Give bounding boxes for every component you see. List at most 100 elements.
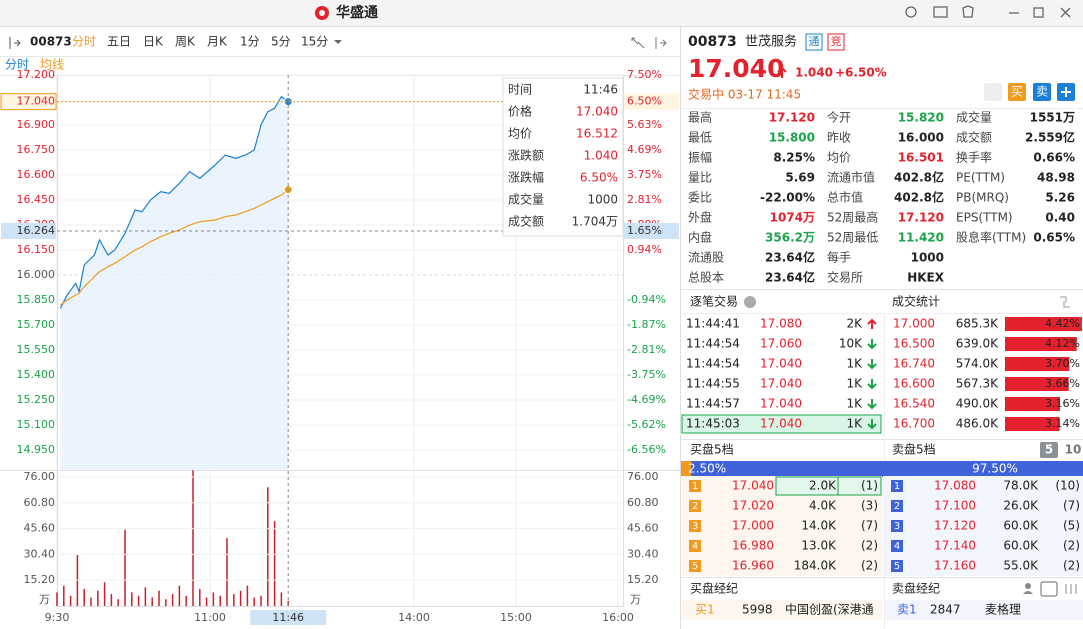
book-index-box <box>689 500 701 512</box>
stat-label: 成交量 <box>956 110 992 125</box>
y-tick-label: 16.450 <box>17 193 56 206</box>
book-volume: 60.0K <box>1003 519 1039 533</box>
legend-tab[interactable]: 均线 <box>40 58 64 72</box>
y2-tick-label: -3.75% <box>627 368 666 381</box>
vstat-price: 16.700 <box>893 417 935 431</box>
sell-button-label[interactable]: 卖 <box>1036 85 1048 99</box>
quote-change: 1.040 <box>795 66 833 80</box>
book-index: 3 <box>692 521 698 532</box>
volume-bar <box>205 597 208 606</box>
volume-tick-label: 60.80 <box>627 496 659 509</box>
period-tab[interactable]: 月K <box>207 35 228 49</box>
broker-name: 中国创盈(深港通 <box>785 602 874 617</box>
trade-volume: 2K <box>846 317 863 331</box>
help-icon[interactable] <box>744 296 756 308</box>
tooltip-value: 1.040 <box>584 149 618 163</box>
depth-level-label[interactable]: 5 <box>1045 443 1053 457</box>
volume-tick-label: 30.40 <box>627 547 659 560</box>
maximize-button[interactable] <box>1033 7 1044 18</box>
book-count: (10) <box>1055 479 1080 493</box>
tooltip-label: 涨跌额 <box>508 148 544 163</box>
user-icon[interactable] <box>1025 583 1031 589</box>
period-tab[interactable]: 周K <box>175 35 196 49</box>
y2-tick-label: -0.94% <box>627 293 666 306</box>
volume-bar <box>110 594 113 606</box>
y2-tick-label: 7.50% <box>627 68 662 81</box>
grid-icon[interactable] <box>1065 584 1077 594</box>
section-title: 逐笔交易 <box>690 294 738 309</box>
stat-value: 5.26 <box>1045 191 1075 205</box>
buy-button-label[interactable]: 买 <box>1011 85 1023 99</box>
quote-tag: 通 <box>809 35 820 48</box>
period-tab[interactable]: 五日 <box>107 35 131 49</box>
trade-price: 17.040 <box>760 417 802 431</box>
crosshair-time-label: 11:46 <box>272 611 304 624</box>
list-icon[interactable] <box>1040 581 1058 597</box>
book-count: (7) <box>1063 499 1080 513</box>
y2-tick-label: -1.87% <box>627 318 666 331</box>
x-tick-label: 11:00 <box>194 611 226 624</box>
stock-code: 00873 <box>30 35 72 49</box>
headset-icon[interactable] <box>905 6 917 18</box>
stat-value: 402.8亿 <box>894 190 944 205</box>
trade-volume: 1K <box>846 417 863 431</box>
shirt-icon[interactable] <box>962 5 974 18</box>
stat-label: 量比 <box>688 171 712 185</box>
stat-value: 23.64亿 <box>765 250 815 265</box>
volume-bar <box>124 529 126 606</box>
y2-tick-label: 2.81% <box>627 193 662 206</box>
crosshair-price-badge <box>1 223 56 239</box>
period-tab[interactable]: 1分 <box>240 35 260 49</box>
add-icon[interactable] <box>1061 87 1071 97</box>
book-row-bg <box>883 476 1083 496</box>
stat-value: 356.2万 <box>765 231 815 245</box>
volume-bar <box>56 592 58 606</box>
book-index: 3 <box>894 521 900 532</box>
dropdown-icon[interactable] <box>334 40 342 44</box>
period-tab[interactable]: 5分 <box>271 35 291 49</box>
depth-level-label[interactable]: 10 <box>1065 443 1082 457</box>
period-tab[interactable]: 日K <box>143 35 164 49</box>
book-count: (7) <box>861 519 878 533</box>
stat-value: 16.000 <box>898 131 944 145</box>
volume-bar <box>90 597 92 606</box>
legend-tab[interactable]: 分时 <box>5 58 29 72</box>
stat-label: 52周最低 <box>827 231 878 245</box>
mail-icon[interactable] <box>933 6 948 18</box>
sell-button <box>1033 83 1051 101</box>
close-button[interactable] <box>1060 7 1071 18</box>
book-index: 1 <box>894 481 900 492</box>
y2-tick-label: -5.62% <box>627 418 666 431</box>
trade-time: 11:44:54 <box>686 337 740 351</box>
volume-bar <box>97 590 99 606</box>
book-volume: 4.0K <box>809 499 837 513</box>
book-count: (2) <box>1063 559 1080 573</box>
expand-icon[interactable] <box>1060 296 1070 308</box>
expand-icon[interactable] <box>631 37 645 49</box>
volume-tick-label: 76.00 <box>24 470 56 483</box>
period-tab[interactable]: 分时 <box>72 35 96 49</box>
dock-icon[interactable] <box>655 37 667 49</box>
trade-price: 17.040 <box>760 397 802 411</box>
stat-value: 5.69 <box>785 171 815 185</box>
volume-bar <box>280 592 283 606</box>
volume-bar <box>219 595 221 606</box>
stat-value: 1551万 <box>1030 111 1075 125</box>
stat-value: 15.820 <box>898 111 944 125</box>
trade-direction <box>867 339 877 350</box>
user-icon[interactable] <box>1023 591 1033 594</box>
book-count: (2) <box>1063 539 1080 553</box>
volume-bar <box>144 587 147 606</box>
stat-value: 402.8亿 <box>894 170 944 185</box>
book-row-bg <box>681 496 882 516</box>
x-tick-label: 14:00 <box>398 611 430 624</box>
period-tab[interactable]: 15分 <box>301 35 328 49</box>
trade-time: 11:44:54 <box>686 357 740 371</box>
trade-row-highlight <box>681 414 882 434</box>
last-pct-badge <box>624 93 679 110</box>
stat-label: 最低 <box>688 131 712 145</box>
trade-price: 17.060 <box>760 337 802 351</box>
trade-volume: 1K <box>846 397 863 411</box>
collapse-icon[interactable] <box>9 37 21 49</box>
